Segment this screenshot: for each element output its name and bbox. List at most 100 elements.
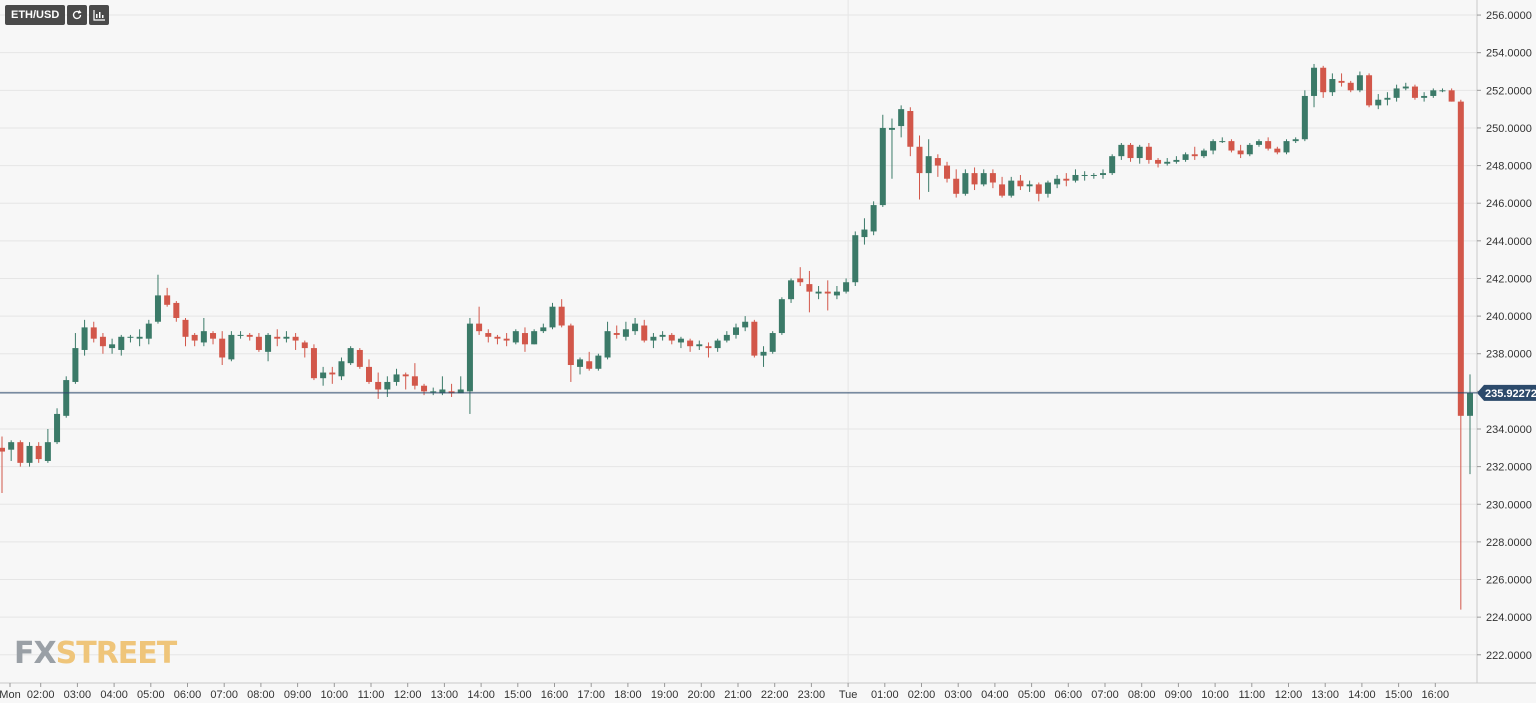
candle-body (402, 374, 409, 377)
candle-body (861, 229, 868, 238)
x-tick-label: 10:00 (1201, 689, 1229, 701)
candle-up (980, 169, 987, 187)
symbol-button[interactable]: ETH/USD (5, 5, 66, 25)
candle-up (1246, 142, 1253, 157)
candle-body (127, 336, 134, 338)
candle-down (521, 327, 528, 352)
candle-body (182, 319, 189, 337)
candle-up (44, 428, 51, 463)
candle-body (228, 334, 235, 360)
candle-up (833, 285, 840, 300)
candle-up (283, 331, 290, 343)
candle-down (1063, 173, 1070, 187)
candle-down (916, 135, 923, 200)
candle-down (1457, 99, 1464, 610)
candle-up (1356, 71, 1363, 93)
current-price-marker: 235.92272 (0, 384, 1536, 401)
refresh-icon (73, 10, 82, 20)
candle-up (154, 274, 161, 324)
candle-up (1329, 73, 1336, 96)
candle-up (879, 114, 886, 207)
y-tick-label: 238.0000 (1486, 349, 1532, 361)
candle-body (439, 389, 446, 394)
candle-up (540, 323, 547, 334)
x-tick-label: 13:00 (431, 689, 459, 701)
y-tick-label: 230.0000 (1486, 499, 1532, 511)
candle-up (1255, 139, 1262, 147)
candle-up (677, 336, 684, 349)
candle-body (1155, 159, 1162, 164)
candle-up (595, 353, 602, 371)
candle-body (512, 331, 519, 343)
candle-up (347, 346, 354, 366)
current-price-badge (1477, 384, 1536, 401)
candles-layer (0, 63, 1473, 610)
candle-body (586, 361, 593, 369)
x-tick-label: Mon (0, 689, 21, 701)
candle-body (35, 445, 42, 460)
x-tick-label: 06:00 (174, 689, 202, 701)
candle-up (1081, 171, 1088, 181)
candle-down (944, 161, 951, 183)
candle-up (63, 376, 70, 418)
candle-body (806, 284, 813, 292)
candle-body (347, 348, 354, 364)
chart-settings-button[interactable] (89, 5, 110, 25)
candle-up (1164, 158, 1171, 166)
candle-down (292, 333, 299, 350)
candle-down (586, 351, 593, 371)
candle-body (788, 280, 795, 300)
candle-body (1402, 86, 1409, 89)
candle-up (1283, 139, 1290, 155)
candle-body (210, 333, 217, 339)
x-tick-label: 05:00 (1018, 689, 1046, 701)
candle-body (1393, 88, 1400, 98)
candle-body (659, 334, 666, 337)
candle-up (1219, 137, 1226, 143)
candle-body (1311, 67, 1318, 96)
candle-down (246, 333, 253, 341)
candle-body (384, 381, 391, 390)
candle-body (687, 340, 694, 347)
candle-body (1237, 150, 1244, 155)
candle-down (274, 329, 281, 347)
candle-body (540, 327, 547, 332)
candle-body (1090, 174, 1097, 176)
candle-body (888, 127, 895, 130)
candle-down (1274, 146, 1281, 155)
candle-up (228, 331, 235, 362)
candle-down (1347, 80, 1354, 93)
candle-body (1127, 144, 1134, 159)
candle-body (310, 348, 317, 379)
candle-body (751, 321, 758, 356)
candle-body (329, 372, 336, 375)
candle-body (769, 333, 776, 352)
candle-body (1375, 99, 1382, 106)
candle-body (246, 334, 253, 337)
candle-up (843, 278, 850, 294)
candle-down (1228, 139, 1235, 153)
x-tick-label: 11:00 (1238, 689, 1265, 701)
candle-down (999, 176, 1006, 198)
candle-up (650, 333, 657, 349)
x-tick-label: Tue (839, 689, 858, 701)
candle-body (1008, 180, 1015, 196)
candle-down (1127, 142, 1134, 162)
candle-up (127, 334, 134, 343)
candle-body (72, 348, 79, 382)
candle-up (1026, 180, 1033, 192)
refresh-button[interactable] (67, 5, 88, 25)
x-tick-label: 08:00 (1128, 689, 1156, 701)
candle-body (191, 334, 198, 341)
candle-down (191, 333, 198, 347)
candle-up (512, 329, 519, 345)
candle-body (1054, 178, 1061, 185)
candle-body (421, 385, 428, 392)
candle-body (63, 380, 70, 416)
plot-background (0, 0, 1477, 683)
chart-toolbar: ETH/USD (5, 5, 110, 25)
candle-body (200, 331, 207, 343)
candle-body (714, 340, 721, 349)
candle-up (632, 317, 639, 335)
